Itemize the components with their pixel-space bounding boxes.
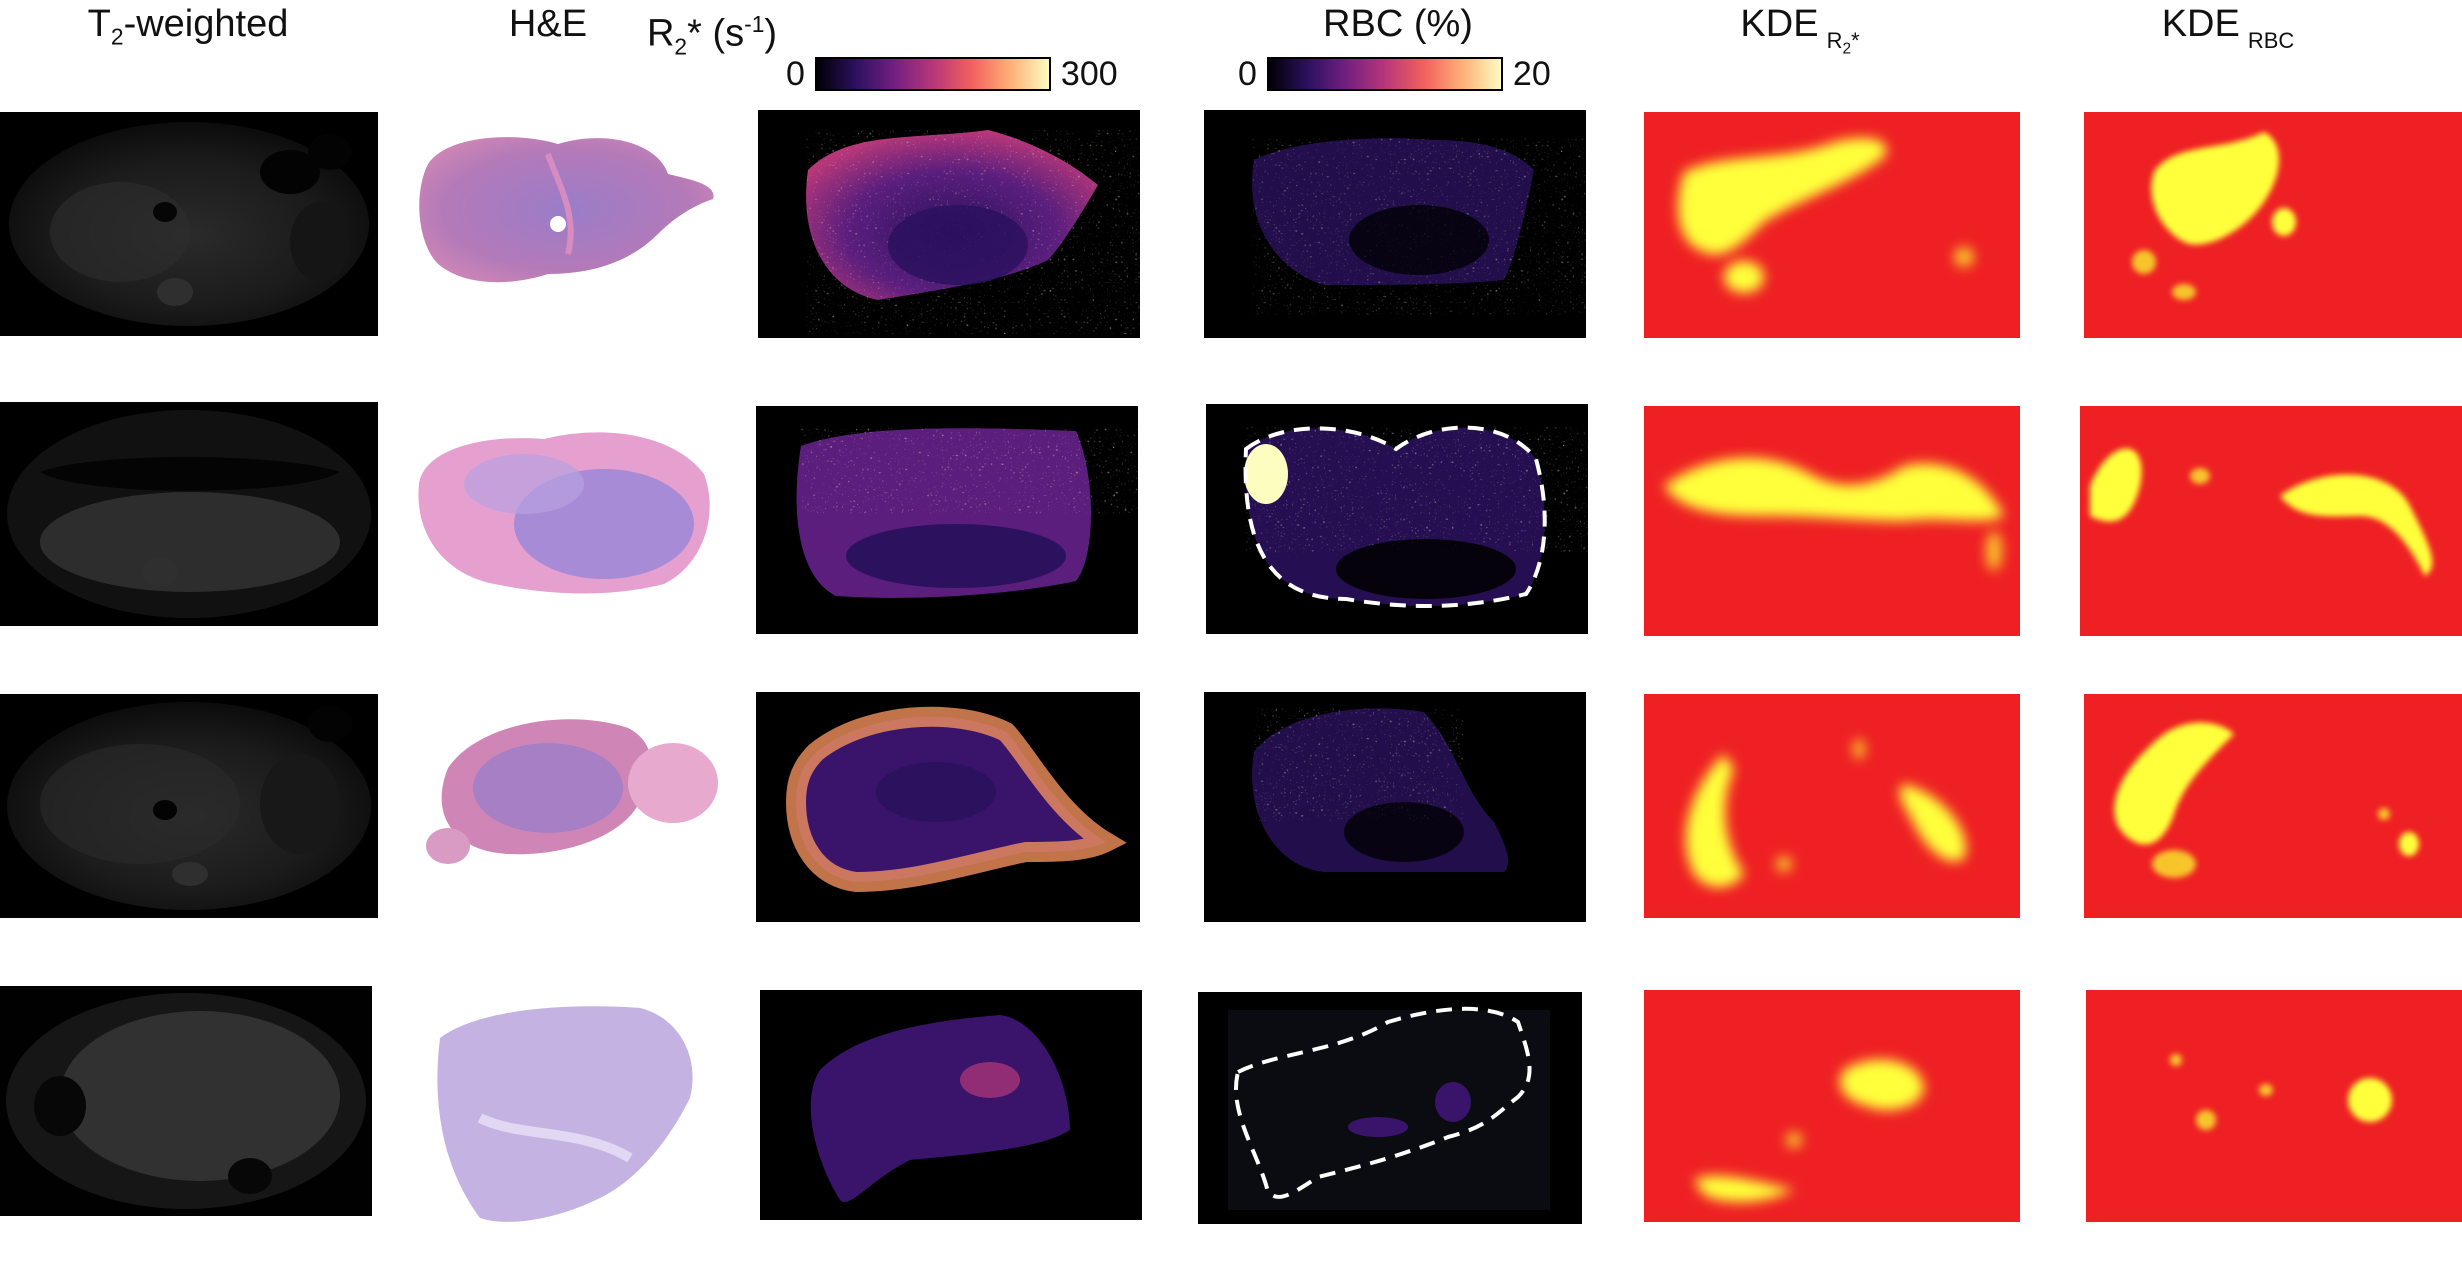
header-r2-sub: 2 [674,33,688,60]
colorbar-r2: 0 300 [786,54,1118,94]
rbc-map-row-4 [1198,992,1582,1224]
he-image-row-3 [418,708,726,884]
header-r2-sup: -1 [744,11,765,37]
kde-r2-map-row-2 [1644,406,2020,636]
header-kde-rbc-main: KDE [2161,3,2240,45]
colorbar-rbc-max: 20 [1512,54,1551,93]
colorbar-rbc-min: 0 [1238,54,1257,93]
rbc-map-row-3 [1204,692,1586,922]
header-r2-post: * (s [687,12,745,55]
kde-r2-map-row-4 [1644,990,2020,1222]
tumor-outline-dashed-row-2 [1243,425,1547,608]
header-t2-post: -weighted [123,3,289,45]
header-kde-r2-sub-sub: 2 [1842,40,1852,58]
tumor-outline-dashed-row-4 [1234,1006,1532,1199]
t2-image-row-1 [0,112,378,336]
kde-rbc-map-row-2 [2080,406,2462,636]
header-r2-pre: R [646,12,675,55]
colorbar-r2-min: 0 [786,54,805,93]
t2-image-row-3 [0,694,378,918]
header-t2-weighted: T2-weighted [87,0,289,50]
header-kde-r2: KDE R2* [1740,0,1859,57]
rbc-map-row-2 [1206,404,1588,634]
header-t2-sub: 2 [110,23,124,50]
he-image-row-4 [420,998,696,1242]
header-r2-end: ) [764,12,778,55]
he-image-row-2 [404,424,722,596]
kde-rbc-map-row-4 [2086,990,2462,1222]
header-kde-rbc: KDE RBC [2161,0,2295,53]
header-he: H&E [508,3,588,45]
kde-rbc-map-row-1 [2084,112,2462,338]
colorbar-r2-max: 300 [1060,54,1118,93]
header-rbc: RBC (%) [1323,3,1473,45]
r2star-map-row-4 [760,990,1142,1220]
colorbar-r2-gradient [814,57,1051,91]
header-kde-rbc-sub: RBC [2247,28,2295,53]
t2-image-row-4 [0,986,372,1216]
header-kde-r2-sub-post: * [1851,28,1860,53]
colorbar-rbc-gradient [1266,57,1503,91]
kde-rbc-map-row-3 [2084,694,2462,918]
rbc-map-row-1 [1204,110,1586,338]
t2-image-row-2 [0,402,378,626]
kde-r2-map-row-1 [1644,112,2020,338]
r2star-map-row-1 [758,110,1140,338]
header-kde-r2-subscript: R2* [1826,28,1860,57]
kde-r2-map-row-3 [1644,694,2020,918]
he-image-row-1 [408,124,720,296]
colorbar-rbc: 0 20 [1238,54,1551,94]
r2star-map-row-3 [756,692,1140,922]
r2star-map-row-2 [756,406,1138,634]
header-kde-r2-main: KDE [1740,3,1819,45]
header-kde-r2-sub-pre: R [1826,28,1843,53]
header-r2star: R2* (s-1) [647,0,777,59]
header-t2-pre: T [87,3,111,45]
